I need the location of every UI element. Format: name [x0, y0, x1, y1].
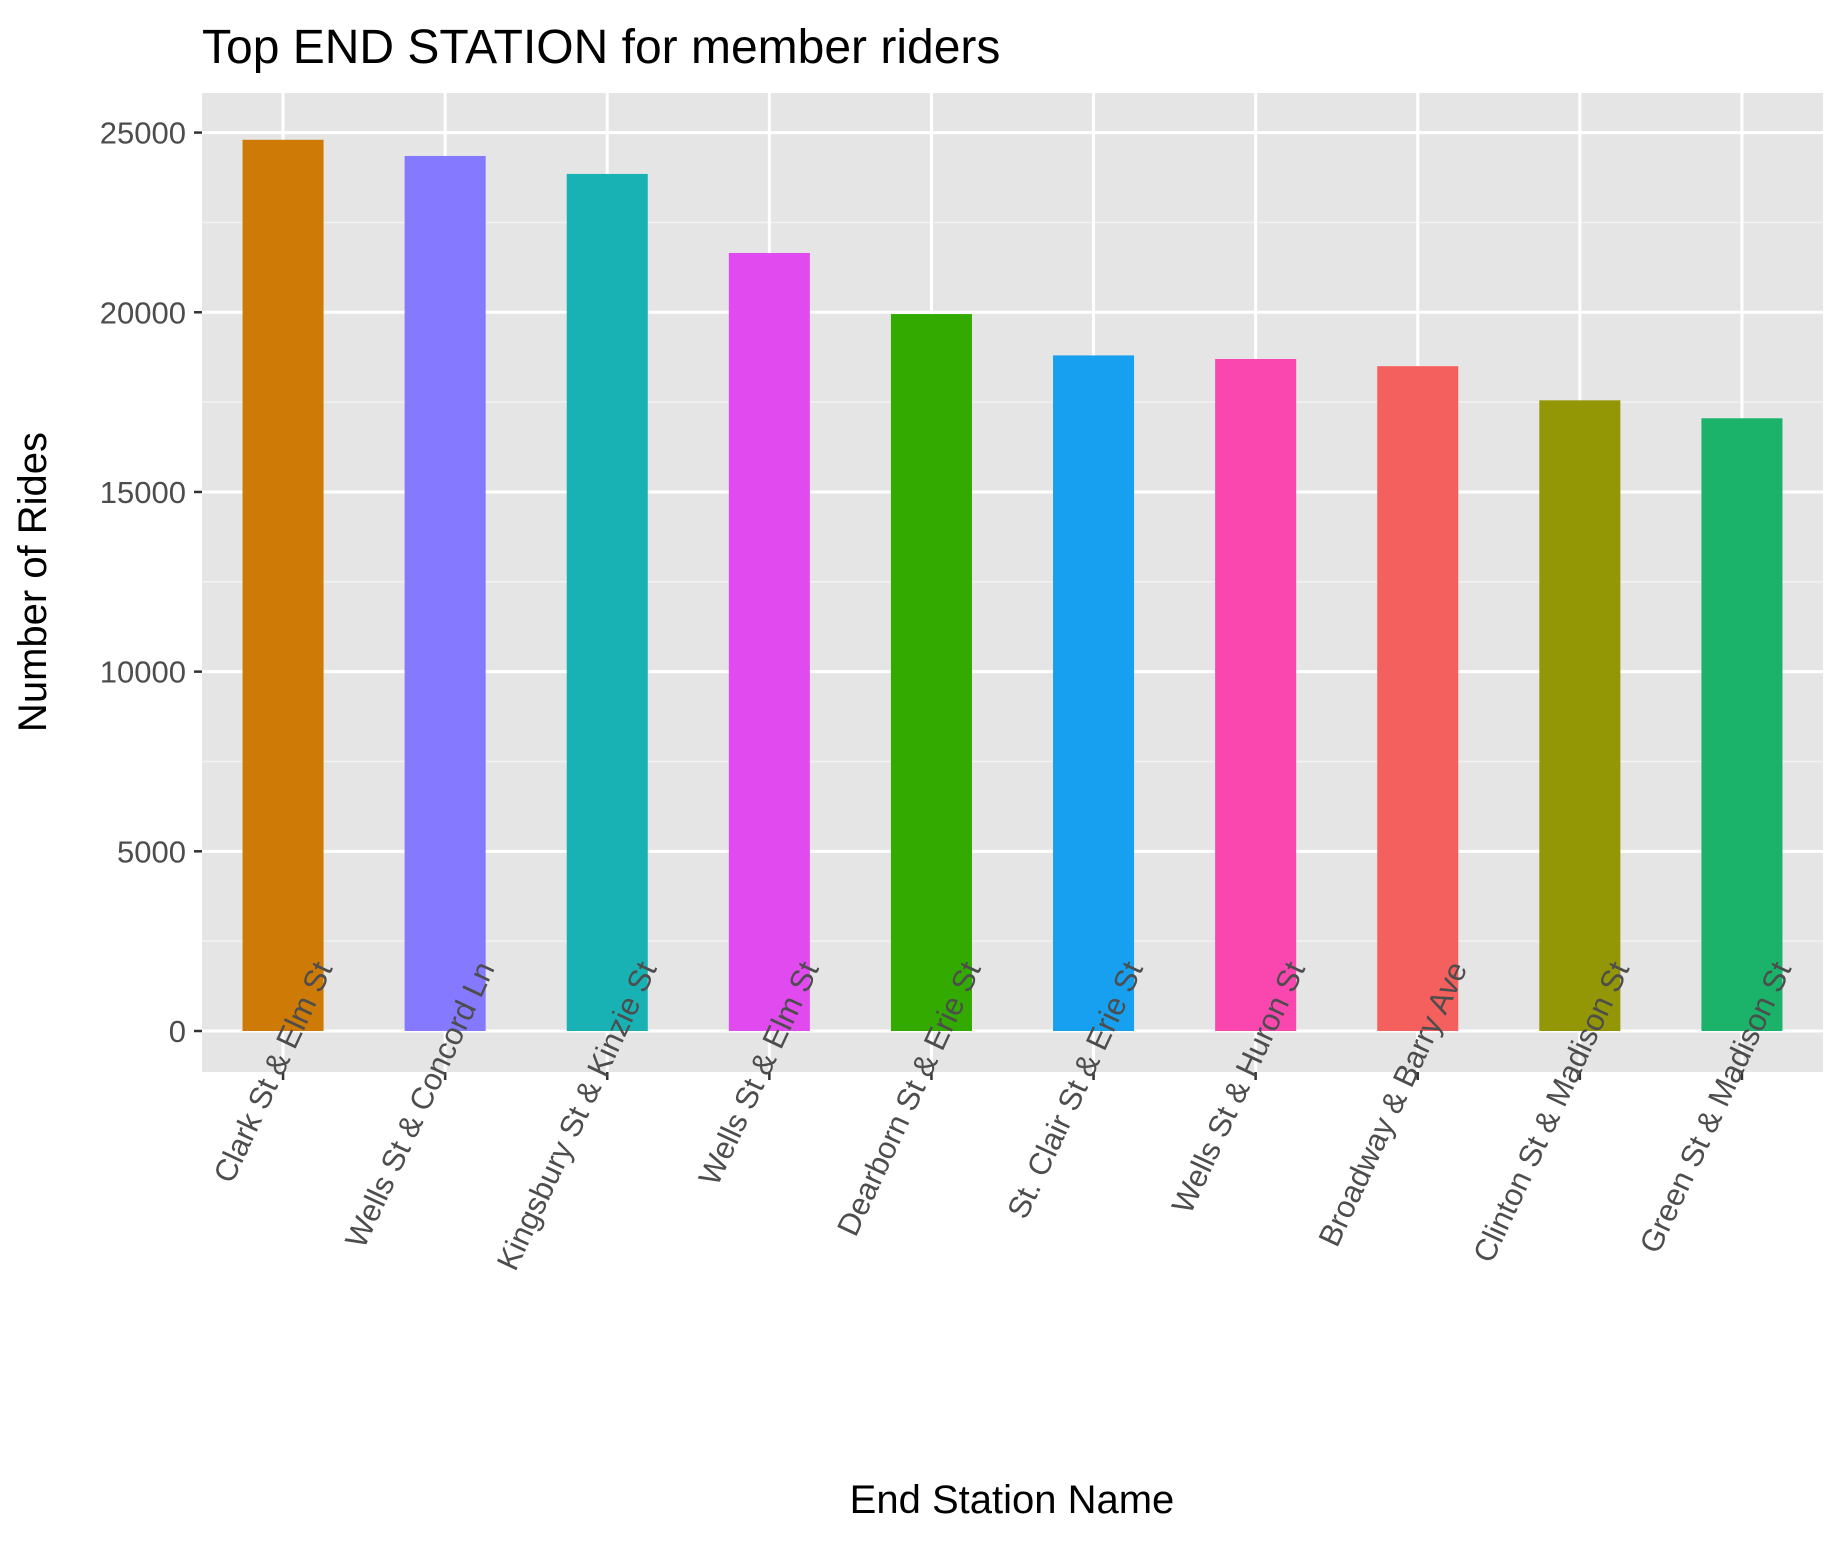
- x-axis-title: End Station Name: [850, 1478, 1175, 1522]
- bar-1: [242, 139, 324, 1031]
- bar-7: [1215, 358, 1297, 1031]
- bar-4: [728, 252, 810, 1031]
- y-tick-label: 25000: [100, 116, 186, 151]
- y-axis-title: Number of Rides: [11, 432, 55, 732]
- y-tick-label: 5000: [117, 834, 186, 869]
- y-tick-label: 15000: [100, 475, 186, 510]
- bars: [242, 139, 1783, 1032]
- bar-2: [404, 155, 486, 1032]
- bar-6: [1053, 355, 1135, 1031]
- bar-10: [1701, 418, 1783, 1031]
- bar-3: [566, 173, 648, 1032]
- bar-8: [1377, 366, 1459, 1032]
- bar-5: [890, 314, 972, 1032]
- chart-title: Top END STATION for member riders: [202, 21, 1000, 74]
- y-tick-label: 10000: [100, 655, 186, 690]
- bar-9: [1539, 400, 1621, 1031]
- y-tick-label: 20000: [100, 295, 186, 330]
- y-tick-label: 0: [169, 1014, 186, 1049]
